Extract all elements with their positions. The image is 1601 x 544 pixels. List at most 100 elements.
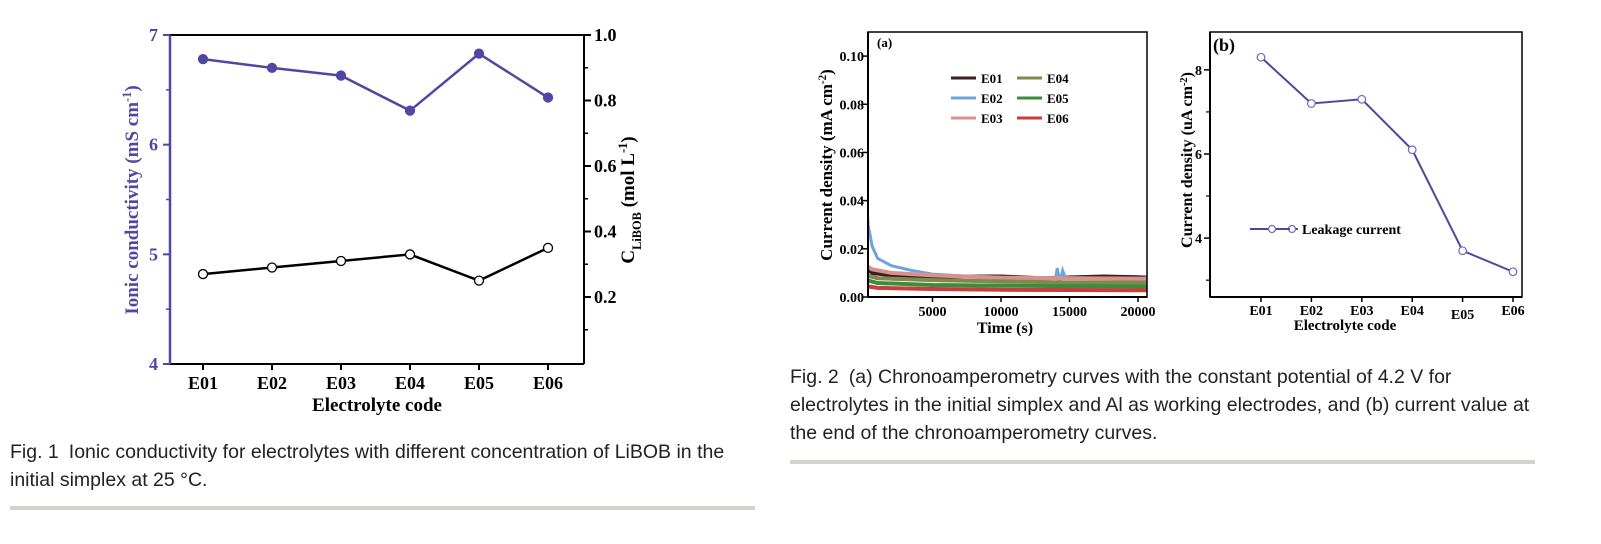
- series-line-e06: [868, 284, 1147, 293]
- right-y-tick-label: 0.4: [594, 222, 617, 242]
- data-point: [335, 255, 347, 267]
- data-point: [404, 249, 416, 260]
- x-tick-label: 20000: [1121, 305, 1156, 320]
- legend-label: E03: [981, 111, 1003, 126]
- figure2-divider: [790, 460, 1535, 464]
- y-tick-label: 6: [149, 135, 158, 155]
- y-tick-label: 0.04: [840, 195, 865, 210]
- x-tick-label: E03: [1350, 304, 1373, 319]
- y-tick-label: 0.06: [840, 146, 865, 161]
- y-tick-label: 0.02: [840, 243, 865, 258]
- legend-label: E02: [981, 91, 1003, 106]
- y-tick-label: 7: [149, 25, 158, 45]
- series-line-e03: [868, 264, 1147, 281]
- right-y-tick-label: 0.6: [594, 156, 617, 176]
- series-line-e05: [868, 278, 1147, 289]
- right-y-tick-label: 0.8: [594, 91, 617, 111]
- x-tick-label: 5000: [919, 305, 947, 320]
- x-tick-label: E02: [257, 373, 287, 393]
- axis-label-end: ): [618, 136, 639, 142]
- series-line-concentration: [202, 246, 549, 282]
- axis-label-main: C: [618, 250, 639, 264]
- legend-marker: [1267, 224, 1277, 234]
- data-point: [197, 268, 209, 280]
- x-tick-label: E01: [1249, 304, 1272, 319]
- axis-label-main: Ionic conductivity (mS cm: [122, 102, 143, 315]
- right-y-tick-label: 0.2: [594, 287, 617, 307]
- data-point: [1306, 99, 1316, 108]
- y-tick-label: 0.08: [840, 98, 865, 113]
- x-tick-label: E06: [533, 373, 563, 393]
- data-point: [542, 92, 554, 103]
- legend-label: E05: [1047, 91, 1069, 106]
- figure1-caption-label: Fig. 1: [10, 441, 59, 463]
- y-tick-label: 6: [1195, 148, 1202, 163]
- figure1-caption: Fig. 1 Ionic conductivity for electrolyte…: [10, 438, 770, 494]
- x-tick-label: E03: [326, 373, 356, 393]
- legend-label: E04: [1047, 71, 1069, 86]
- figure2-caption: Fig. 2 (a) Chronoamperometry curves with …: [790, 363, 1550, 447]
- legend-label: E01: [981, 71, 1003, 86]
- x-tick-label: 15000: [1052, 305, 1087, 320]
- y-tick-label: 8: [1195, 64, 1202, 79]
- y-tick-label: 0.00: [840, 291, 865, 306]
- y-tick-label: 0.10: [840, 50, 865, 65]
- figure1-divider: [10, 506, 755, 510]
- axis-label-main: Current density (mA cm: [817, 84, 836, 261]
- data-point: [1256, 52, 1266, 62]
- axis-label-sup: -2: [817, 74, 829, 84]
- figure2-caption-label: Fig. 2: [790, 366, 839, 388]
- data-point: [266, 62, 278, 74]
- axis-label-end: ): [817, 69, 836, 75]
- data-point: [1458, 246, 1467, 256]
- panel-label: (b): [1213, 35, 1235, 56]
- axis-label-sub: LiBOB: [630, 212, 644, 250]
- panel-label: (a): [877, 35, 892, 50]
- x-axis-label: Electrolyte code: [312, 395, 442, 416]
- x-tick-label: 10000: [984, 305, 1019, 320]
- y-axis-label: Current density (mA cm-2): [817, 69, 836, 261]
- right-y-axis-label: CLiBOB (mol L-1): [616, 136, 644, 263]
- axis-label-end: ): [122, 85, 143, 91]
- x-tick-label: E04: [395, 373, 425, 393]
- x-tick-label: E02: [1300, 304, 1323, 319]
- axis-label-sup: -2: [1179, 77, 1190, 86]
- data-point: [404, 105, 416, 116]
- x-tick-label: E01: [188, 373, 218, 393]
- x-tick-label: E06: [1501, 304, 1524, 319]
- figure1-caption-text: Ionic conductivity for electrolytes with…: [10, 441, 725, 491]
- data-point: [542, 242, 554, 254]
- data-point: [197, 53, 209, 65]
- figure2-caption-text: (a) Chronoamperometry curves with the co…: [790, 366, 1530, 444]
- left-y-axis-label: Ionic conductivity (mS cm-1): [120, 85, 143, 314]
- series-line-leakage-current: [1260, 56, 1514, 273]
- y-tick-label: 4: [1195, 232, 1202, 247]
- data-point: [266, 262, 278, 273]
- data-point: [1407, 145, 1417, 155]
- series-line-conductivity: [202, 52, 549, 113]
- axis-label-sup: -1: [616, 143, 630, 153]
- x-tick-label: E05: [1451, 308, 1474, 323]
- x-tick-label: E04: [1401, 304, 1424, 319]
- series-line-e02: [868, 196, 1147, 283]
- axis-label-mid: (mol L: [618, 153, 639, 212]
- x-tick-label: E05: [464, 373, 494, 393]
- right-y-tick-label: 1.0: [594, 25, 617, 45]
- series-line-e04: [868, 273, 1147, 285]
- plot-frame: [867, 31, 1148, 298]
- plot-frame: [1209, 31, 1523, 298]
- axis-label-end: ): [1179, 72, 1196, 77]
- y-axis-label: Current density (uA cm-2): [1179, 72, 1197, 248]
- axis-label-main: Current density (uA cm: [1179, 85, 1196, 248]
- legend-label: E06: [1047, 111, 1069, 126]
- legend-label: Leakage current: [1302, 223, 1401, 238]
- data-point: [473, 275, 485, 286]
- x-axis-label: Electrolyte code: [1294, 318, 1397, 334]
- axis-label-sup: -1: [120, 92, 134, 102]
- y-tick-label: 5: [149, 244, 158, 264]
- data-point: [473, 48, 485, 59]
- data-point: [1508, 267, 1518, 277]
- x-axis-label: Time (s): [977, 320, 1033, 337]
- data-point: [335, 70, 347, 81]
